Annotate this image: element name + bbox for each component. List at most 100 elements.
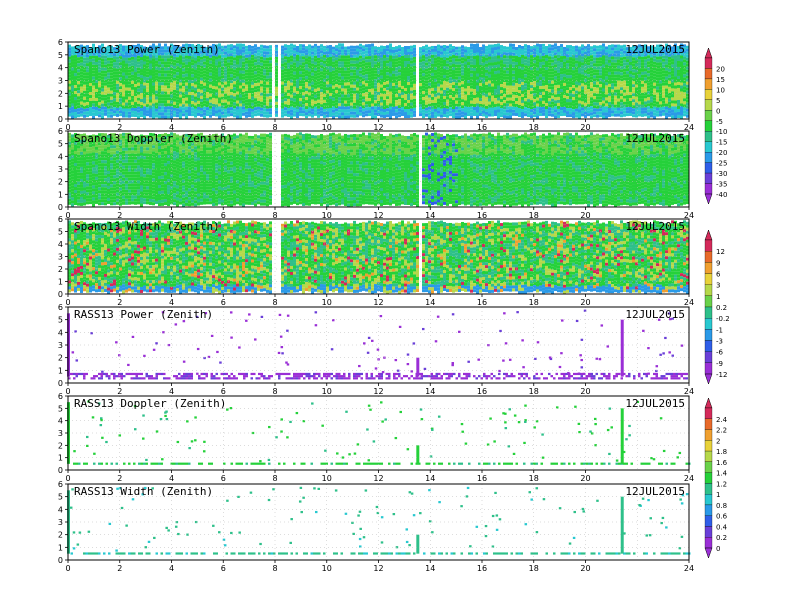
heatmap-cell	[440, 63, 443, 67]
heatmap-cell	[494, 77, 497, 81]
heatmap-cell	[215, 68, 218, 72]
heatmap-cell	[449, 80, 452, 84]
heatmap-cell	[182, 53, 185, 57]
heatmap-cell	[377, 97, 380, 101]
heatmap-cell	[518, 69, 521, 73]
heatmap-cell	[263, 114, 266, 118]
heatmap-cell	[554, 94, 557, 98]
heatmap-cell	[461, 87, 464, 91]
heatmap-cell	[179, 112, 182, 116]
heatmap-cell	[341, 79, 344, 83]
heatmap-cell	[86, 114, 89, 118]
heatmap-cell	[557, 66, 560, 70]
heatmap-cell	[512, 58, 515, 62]
heatmap-cell	[341, 103, 344, 107]
heatmap-cell	[596, 60, 599, 64]
heatmap-cell	[260, 47, 263, 51]
heatmap-cell	[431, 81, 434, 85]
heatmap-cell	[446, 45, 449, 49]
heatmap-cell	[200, 74, 203, 78]
heatmap-cell	[596, 96, 599, 100]
heatmap-cell	[161, 85, 164, 89]
heatmap-cell	[116, 56, 119, 60]
heatmap-cell	[575, 69, 578, 73]
heatmap-cell	[653, 46, 656, 50]
heatmap-cell	[536, 73, 539, 77]
heatmap-cell	[647, 85, 650, 89]
heatmap-cell	[242, 67, 245, 71]
heatmap-cell	[518, 66, 521, 70]
heatmap-cell	[368, 50, 371, 54]
heatmap-cell	[671, 94, 674, 98]
heatmap-cell	[107, 90, 110, 94]
heatmap-cell	[71, 46, 74, 50]
heatmap-cell	[446, 111, 449, 115]
heatmap-cell	[224, 102, 227, 106]
heatmap-cell	[179, 61, 182, 65]
heatmap-cell	[335, 90, 338, 94]
heatmap-cell	[620, 63, 623, 67]
heatmap-cell	[89, 62, 92, 66]
heatmap-cell	[380, 93, 383, 97]
heatmap-cell	[686, 60, 689, 64]
heatmap-cell	[290, 100, 293, 104]
heatmap-cell	[194, 63, 197, 67]
heatmap-cell	[542, 76, 545, 80]
heatmap-cell	[173, 62, 176, 66]
heatmap-cell	[287, 104, 290, 108]
heatmap-cell	[239, 79, 242, 83]
heatmap-cell	[623, 74, 626, 78]
heatmap-cell	[227, 74, 230, 78]
heatmap-cell	[449, 68, 452, 72]
heatmap-cell	[533, 48, 536, 52]
heatmap-cell	[101, 109, 104, 113]
heatmap-cell	[290, 82, 293, 86]
heatmap-cell	[263, 51, 266, 55]
heatmap-cell	[320, 71, 323, 75]
heatmap-cell	[203, 103, 206, 107]
heatmap-cell	[539, 74, 542, 78]
heatmap-cell	[506, 46, 509, 50]
heatmap-cell	[95, 46, 98, 50]
heatmap-cell	[176, 54, 179, 58]
heatmap-cell	[68, 174, 71, 178]
heatmap-cell	[311, 60, 314, 64]
heatmap-cell	[455, 103, 458, 107]
heatmap-cell	[578, 100, 581, 104]
heatmap-cell	[293, 95, 296, 99]
heatmap-cell	[437, 95, 440, 99]
heatmap-cell	[221, 108, 224, 112]
heatmap-cell	[131, 101, 134, 105]
heatmap-cell	[104, 46, 107, 50]
heatmap-cell	[284, 56, 287, 60]
heatmap-cell	[233, 66, 236, 70]
heatmap-cell	[197, 103, 200, 107]
heatmap-cell	[338, 73, 341, 77]
heatmap-cell	[665, 58, 668, 62]
heatmap-cell	[146, 56, 149, 60]
heatmap-cell	[548, 62, 551, 66]
heatmap-cell	[251, 96, 254, 100]
heatmap-cell	[629, 67, 632, 71]
heatmap-cell	[593, 105, 596, 109]
heatmap-cell	[479, 82, 482, 86]
heatmap-cell	[428, 46, 431, 50]
heatmap-cell	[236, 73, 239, 77]
heatmap-cell	[539, 95, 542, 99]
heatmap-cell	[365, 74, 368, 78]
heatmap-cell	[215, 65, 218, 69]
heatmap-cell	[527, 93, 530, 97]
heatmap-cell	[227, 77, 230, 81]
heatmap-cell	[641, 53, 644, 57]
heatmap-cell	[563, 112, 566, 116]
heatmap-cell	[350, 84, 353, 88]
heatmap-cell	[413, 89, 416, 93]
heatmap-cell	[359, 76, 362, 80]
heatmap-cell	[149, 57, 152, 61]
heatmap-cell	[596, 114, 599, 118]
heatmap-cell	[233, 54, 236, 58]
y-tick-label: 5	[58, 51, 63, 60]
heatmap-cell	[470, 52, 473, 56]
heatmap-cell	[560, 95, 563, 99]
heatmap-cell	[275, 80, 278, 84]
